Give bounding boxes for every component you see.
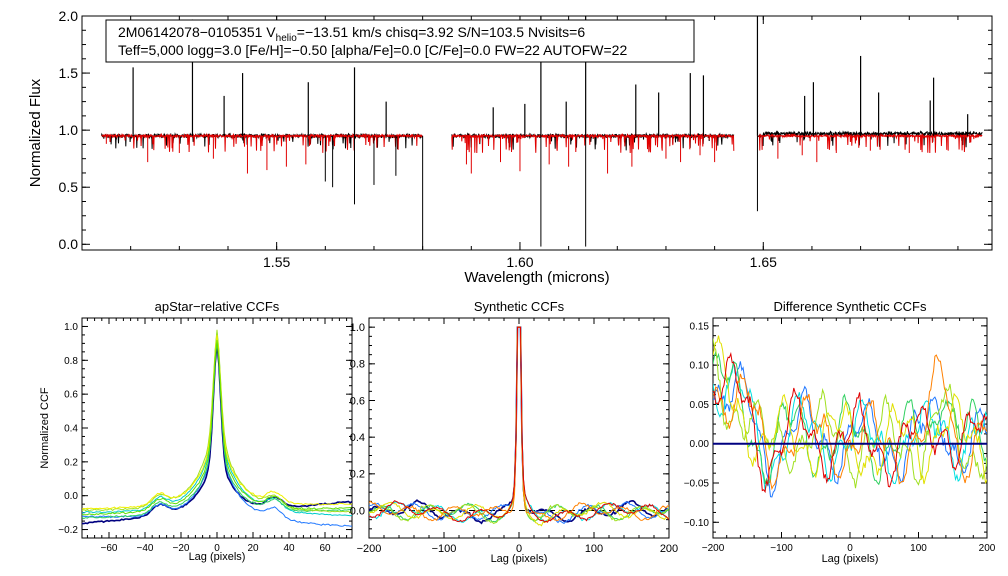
ccf-line-combined: [82, 344, 352, 525]
spectrum-ytick-label: 1.5: [59, 65, 79, 81]
ccf-line-visit5: [82, 335, 352, 510]
synthetic_ccf-ytick-label: 0.8: [350, 359, 365, 371]
spectrum-xlabel: Wavelength (microns): [464, 269, 609, 286]
diff-line-visit6: [713, 354, 987, 491]
apstar_ccf-xtick-label: −40: [137, 543, 154, 554]
apstar_ccf-ytick-label: −0.2: [58, 525, 78, 536]
diff-line-visit1: [713, 361, 987, 498]
synthetic_ccf-xtick-label: −100: [432, 543, 457, 555]
synthetic_ccf-axes: −200 −100 0 100 200 0.0 0.2 0.4 0.6 0.8 1.0 Lag (pi…: [350, 299, 678, 565]
diff_ccf-title: Difference Synthetic CCFs: [774, 299, 927, 314]
apstar_ccf-xtick-label: 60: [319, 543, 331, 554]
synthetic_ccf-ytick-label: 0.6: [350, 395, 365, 407]
synthetic_ccf-ytick-label: 0.2: [350, 469, 365, 481]
ccf-line-visit1: [82, 338, 352, 527]
ccf-line-visit4: [369, 326, 669, 524]
synthetic_ccf-xtick-label: 200: [660, 543, 678, 555]
diff_ccf-ytick-label: 0.10: [690, 361, 710, 372]
series-model: [101, 132, 983, 154]
apstar_ccf-xtick-label: −20: [173, 543, 190, 554]
synthetic_ccf-xtick-label: −200: [357, 543, 382, 555]
apstar_ccf-xlabel: Lag (pixels): [189, 551, 246, 563]
apstar-series: [82, 329, 352, 527]
ccf-line-visit6: [82, 339, 352, 516]
apstar_ccf-axes: −60 −40 −20 0 20 40 60 −0.2 0.0 0.2 0.4 0.6 0.8 1.0 La…: [39, 299, 353, 563]
diff_ccf-ytick-label: 0.05: [690, 400, 710, 411]
model-chip-line: [451, 132, 735, 154]
apstar_ccf-title: apStar−relative CCFs: [155, 299, 280, 314]
diff_ccf-xtick-label: 0: [847, 543, 853, 554]
synthetic-series: [369, 326, 669, 527]
apstar_ccf-ytick-label: 1.0: [64, 322, 78, 333]
diff_ccf-ytick-label: −0.10: [684, 518, 710, 529]
synthetic_ccf-ytick-label: 1.0: [350, 322, 365, 334]
ccf-line-visit3: [369, 326, 669, 523]
synthetic_ccf-ytick-label: 0.0: [350, 505, 365, 517]
info-line-1: 2M06142078−0105351 Vhelio=−13.51 km/s ch…: [118, 24, 585, 44]
ccf-line-combined: [369, 326, 669, 525]
model-chip-line: [101, 132, 423, 153]
diff_ccf-xtick-label: −200: [702, 543, 725, 554]
synthetic_ccf-title: Synthetic CCFs: [474, 299, 565, 314]
spectrum-ylabel: Normalized Flux: [27, 78, 44, 187]
synthetic_ccf-xlabel: Lag (pixels): [491, 553, 548, 565]
spectrum-axes: 1.55 1.60 1.65 0.0 0.5 1.0 1.5 2.0 Wavelength (m…: [27, 8, 993, 286]
spectrum-series: [101, 16, 983, 250]
spectrum-ytick-label: 0.0: [59, 236, 79, 252]
ccf-line-visit6: [369, 326, 669, 522]
apstar_ccf-xtick-label: 20: [247, 543, 259, 554]
ccf-line-visit5: [369, 326, 669, 527]
ccf-line-visit7: [369, 326, 669, 523]
diff_ccf-ytick-label: −0.05: [684, 479, 710, 490]
spectrum-ytick-label: 2.0: [59, 8, 79, 24]
diff_ccf-ytick-label: 0.00: [690, 439, 710, 450]
info-box: 2M06142078−0105351 Vhelio=−13.51 km/s ch…: [105, 19, 695, 63]
diff-line-visit7: [713, 351, 987, 494]
diff_ccf-xtick-label: −100: [770, 543, 793, 554]
synthetic_ccf-ytick-label: 0.4: [350, 432, 365, 444]
difference-series: [713, 335, 987, 498]
apstar_ccf-xtick-label: 0: [214, 543, 220, 554]
apstar_ccf-ytick-label: 0.0: [64, 491, 78, 502]
info-line-1-subscript: helio: [276, 33, 298, 44]
ccf-line-visit1: [369, 326, 669, 525]
ccf-line-visit3: [82, 341, 352, 520]
ccf-line-visit2: [82, 332, 352, 517]
apstar_ccf-ytick-label: 0.6: [64, 390, 78, 401]
spectrum-ytick-label: 0.5: [59, 179, 79, 195]
diff_ccf-xtick-label: 200: [979, 543, 996, 554]
apstar_ccf-ytick-label: 0.2: [64, 457, 78, 468]
diff_ccf-ytick-label: 0.15: [690, 321, 710, 332]
spectrum-ytick-label: 1.0: [59, 122, 79, 138]
apstar_ccf-ytick-label: 0.8: [64, 356, 78, 367]
diff-line-visit4: [713, 338, 987, 489]
diff_ccf-axes: −200 −100 0 100 200 −0.10 −0.05 0.00 0.05 0.10 0.1…: [684, 299, 996, 565]
spectrum-xtick-label: 1.65: [750, 254, 777, 270]
spectrum-plot-frame: [81, 15, 993, 251]
spectrum-xtick-label: 1.60: [506, 254, 533, 270]
synthetic_ccf-xtick-label: 100: [585, 543, 603, 555]
synthetic_ccf-xtick-label: 0: [516, 543, 522, 555]
diff-line-visit3: [713, 350, 987, 486]
observed-chip-line: [757, 130, 983, 148]
diff_ccf-xtick-label: 100: [910, 543, 927, 554]
info-line-2: Teff=5,000 logg=3.0 [Fe/H]=−0.50 [alpha/…: [118, 42, 627, 58]
ccf-line-visit4: [82, 329, 352, 514]
ccf-line-visit2: [369, 326, 669, 523]
apstar_ccf-xtick-label: −60: [101, 543, 118, 554]
spectrum-xtick-label: 1.55: [263, 254, 290, 270]
info-box-frame: [105, 19, 695, 63]
apstar_ccf-ylabel: Normalized CCF: [39, 387, 51, 469]
apstar_ccf-xtick-label: 40: [283, 543, 295, 554]
info-line-1-suffix: =−13.51 km/s chisq=3.92 S/N=103.5 Nvisit…: [297, 24, 586, 40]
info-line-1-prefix: 2M06142078−0105351 V: [118, 24, 276, 40]
apstar_ccf-ytick-label: 0.4: [64, 424, 78, 435]
diff_ccf-xlabel: Lag (pixels): [822, 553, 879, 565]
